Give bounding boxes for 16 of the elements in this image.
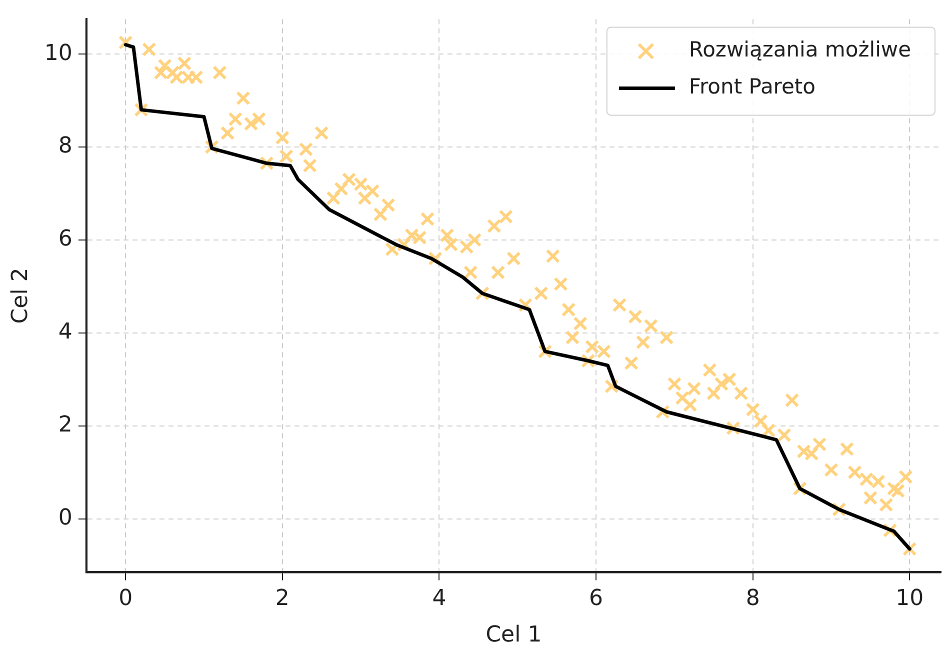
x-tick-label: 2 xyxy=(275,586,290,612)
y-tick-label: 8 xyxy=(58,134,72,159)
y-tick-label: 2 xyxy=(58,412,72,438)
y-tick-label: 10 xyxy=(44,40,72,66)
y-axis-title: Cel 2 xyxy=(8,268,33,324)
legend-label: Front Pareto xyxy=(688,74,816,99)
x-tick-label: 0 xyxy=(118,586,133,612)
x-axis-title: Cel 1 xyxy=(486,622,542,648)
legend-label: Rozwiązania możliwe xyxy=(688,38,912,62)
x-tick-label: 8 xyxy=(746,586,760,612)
x-tick-label: 4 xyxy=(432,586,446,612)
x-tick-label: 10 xyxy=(896,586,924,612)
y-tick-label: 4 xyxy=(58,320,72,345)
y-tick-label: 0 xyxy=(58,505,72,530)
y-tick-label: 6 xyxy=(58,226,72,252)
x-tick-label: 6 xyxy=(589,586,604,612)
